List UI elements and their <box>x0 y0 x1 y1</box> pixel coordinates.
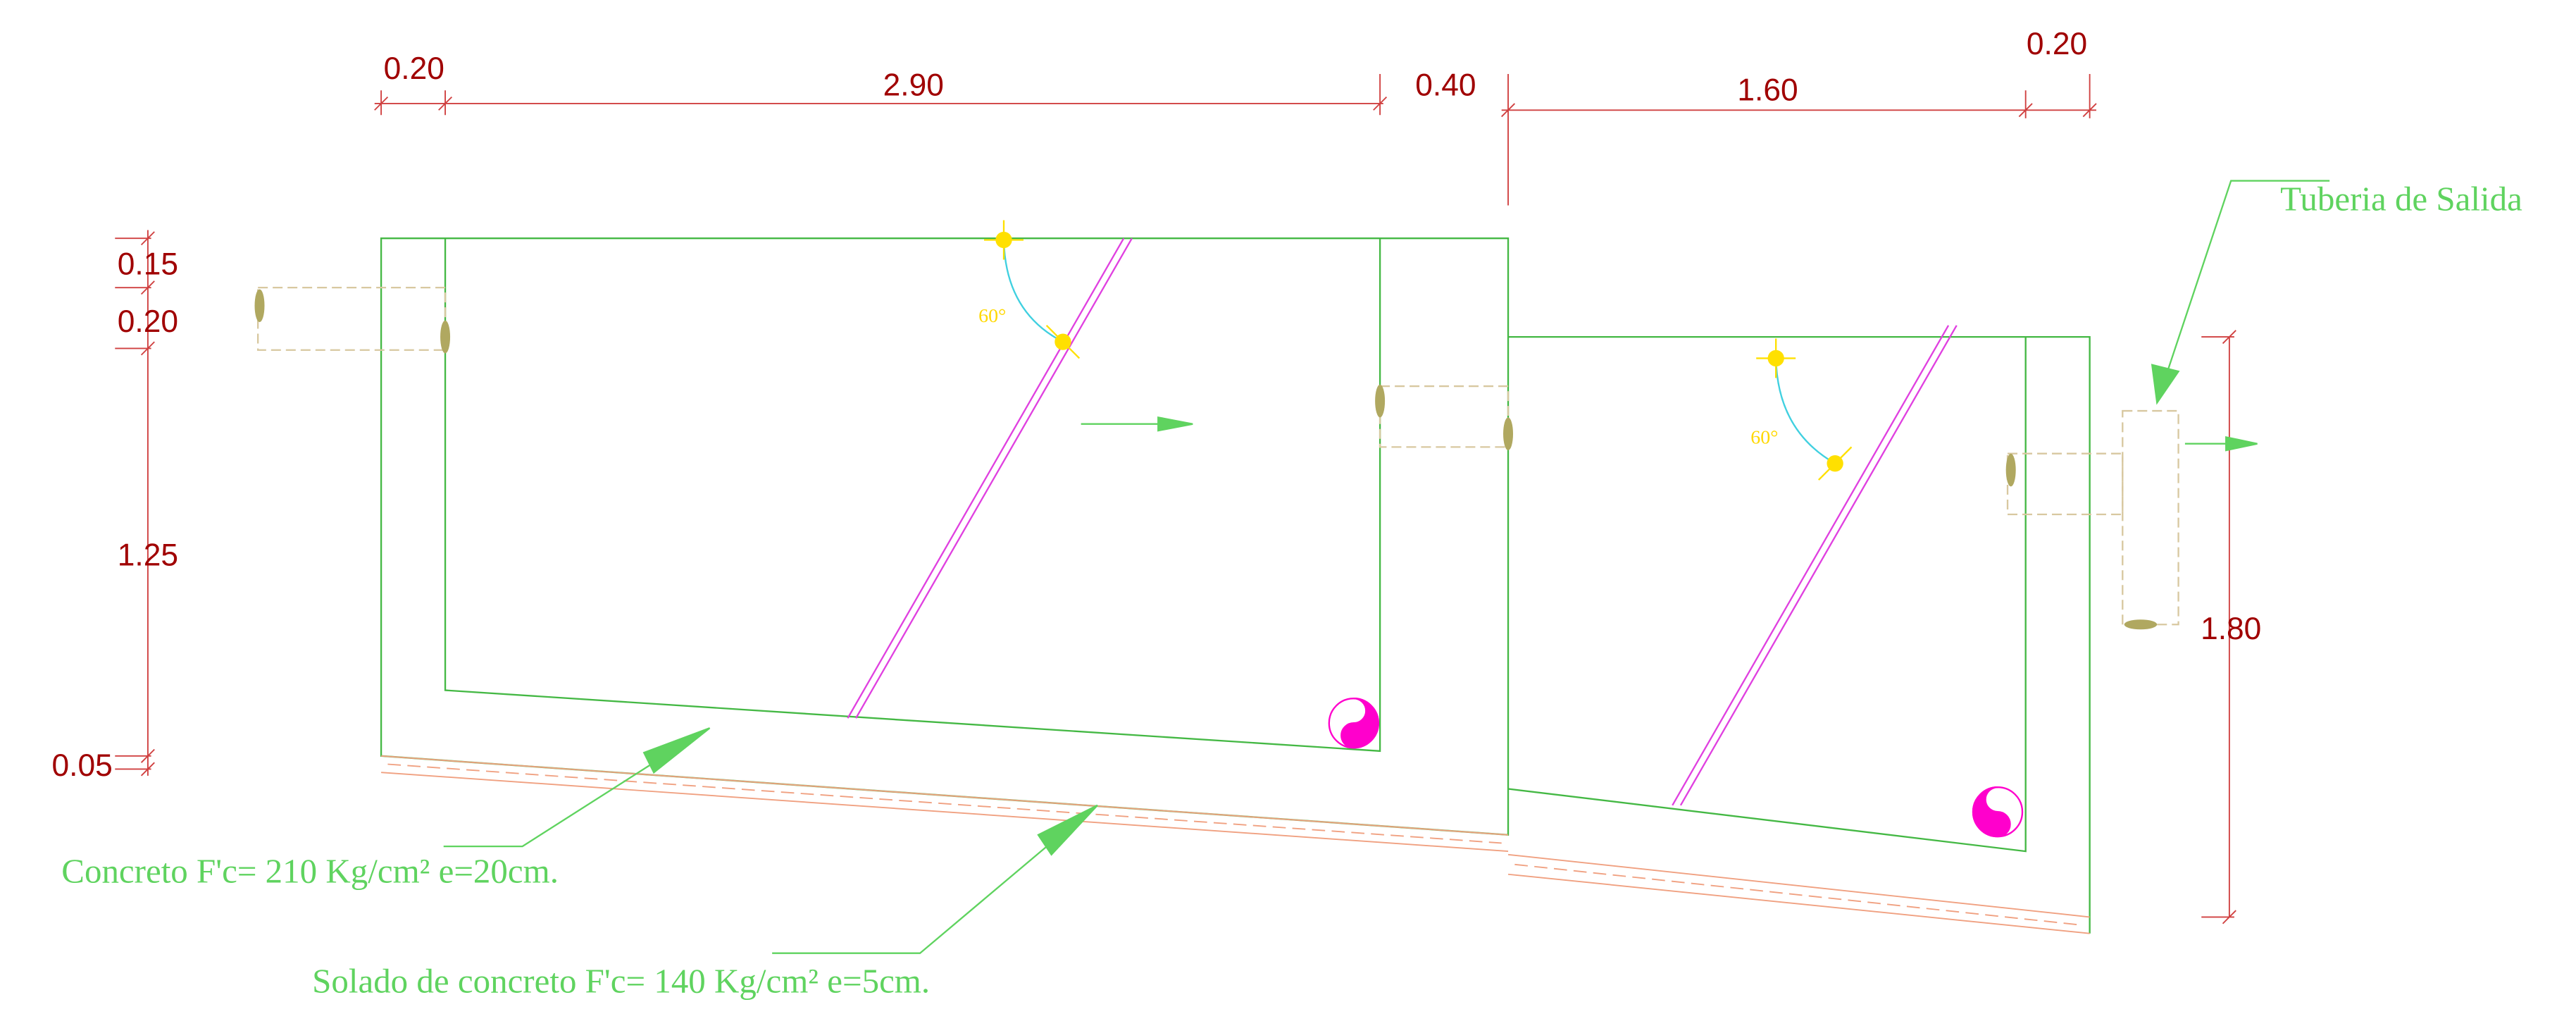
annotation: Solado de concreto F'c= 140 Kg/cm² e=5cm… <box>312 962 930 1001</box>
pipes <box>255 287 2179 629</box>
flow-arrows <box>1081 417 2258 450</box>
dim-label: 1.80 <box>2201 612 2261 646</box>
dim-label: 0.20 <box>2027 27 2087 61</box>
page: {"dimensions":{"top":["0.20","2.90","0.4… <box>0 0 2576 1014</box>
leaders <box>444 181 2329 953</box>
dim-label: 0.40 <box>1415 68 1476 102</box>
dim-label: 0.05 <box>52 748 113 783</box>
angle-label: 60° <box>1750 427 1778 449</box>
angle-label: 60° <box>978 305 1006 327</box>
dim-label: 0.20 <box>118 304 178 339</box>
baffles <box>847 238 1956 805</box>
annotation: Tuberia de Salida <box>2280 180 2522 218</box>
drawing: 0.20 2.90 0.40 1.60 0.20 0.15 0.20 1.25 … <box>0 0 2576 1014</box>
dim-label: 0.15 <box>118 247 178 281</box>
dim-label: 1.25 <box>118 538 178 572</box>
symbols <box>1329 698 2022 836</box>
tank-walls <box>381 238 2090 934</box>
blinding-hatch <box>381 756 2090 934</box>
dimension-lines <box>115 74 2236 924</box>
annotation: Concreto F'c= 210 Kg/cm² e=20cm. <box>61 851 559 890</box>
dim-label: 1.60 <box>1737 73 1798 107</box>
dim-label: 0.20 <box>384 51 444 86</box>
labels: 0.20 2.90 0.40 1.60 0.20 0.15 0.20 1.25 … <box>52 27 2523 1001</box>
angle-markers <box>984 221 1851 480</box>
dim-label: 2.90 <box>883 68 944 102</box>
